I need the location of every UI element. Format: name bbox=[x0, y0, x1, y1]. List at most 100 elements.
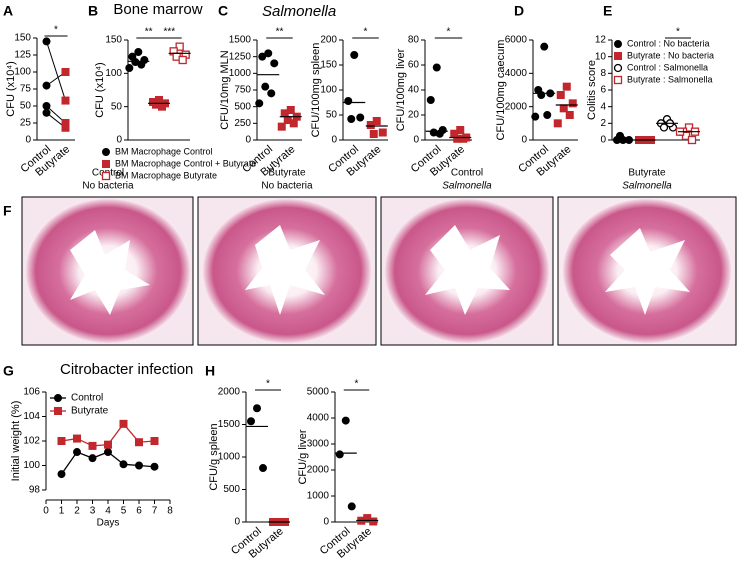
x-tick-label: 8 bbox=[167, 506, 173, 517]
significance-label: * bbox=[364, 27, 368, 38]
y-tick-label: 1000 bbox=[307, 491, 330, 502]
data-point bbox=[341, 416, 350, 425]
data-point bbox=[135, 438, 143, 447]
image-caption: No bacteria bbox=[82, 181, 134, 192]
y-tick-label: 60 bbox=[408, 60, 420, 71]
image-caption: Salmonella bbox=[622, 181, 672, 192]
y-tick-label: 40 bbox=[408, 85, 420, 96]
data-point bbox=[540, 42, 549, 51]
data-point bbox=[681, 131, 691, 140]
y-axis-label: CFU/100mg spleen bbox=[310, 43, 322, 138]
histology-image bbox=[197, 196, 377, 346]
panel-letter: G bbox=[3, 363, 14, 379]
data-point bbox=[73, 448, 81, 457]
y-axis-label: CFU/100mg liver bbox=[395, 48, 407, 131]
data-point bbox=[57, 470, 66, 479]
legend-label: Control bbox=[71, 393, 103, 404]
data-point bbox=[175, 42, 184, 51]
y-tick-label: 50 bbox=[326, 110, 338, 121]
data-point bbox=[553, 119, 562, 128]
y-tick-label: 104 bbox=[23, 411, 40, 422]
x-tick-label: 7 bbox=[152, 506, 158, 517]
y-tick-label: 150 bbox=[105, 35, 122, 46]
data-point bbox=[344, 97, 353, 105]
data-point bbox=[247, 417, 255, 426]
y-tick-label: 2000 bbox=[505, 101, 528, 112]
legend-marker bbox=[614, 40, 622, 48]
data-point bbox=[543, 111, 552, 119]
x-tick-label: 1 bbox=[59, 506, 65, 517]
data-point bbox=[255, 99, 264, 108]
data-point bbox=[280, 109, 289, 118]
significance-label: *** bbox=[163, 27, 175, 38]
chart-title: Salmonella bbox=[262, 3, 336, 20]
y-tick-label: 0 bbox=[116, 135, 122, 146]
panel-letter: B bbox=[88, 3, 98, 19]
significance-label: ** bbox=[276, 27, 284, 38]
y-tick-label: 200 bbox=[320, 35, 337, 46]
data-point bbox=[556, 91, 565, 99]
data-point bbox=[277, 122, 286, 131]
y-tick-label: 20 bbox=[408, 110, 420, 121]
data-point bbox=[258, 52, 267, 61]
legend-marker bbox=[54, 407, 62, 415]
data-point bbox=[42, 108, 51, 117]
y-tick-label: 100 bbox=[14, 67, 31, 78]
legend-marker bbox=[102, 160, 110, 168]
data-point bbox=[61, 68, 70, 76]
significance-label: ** bbox=[145, 27, 153, 38]
data-point bbox=[659, 123, 669, 132]
y-axis-label: Initial weight (%) bbox=[10, 401, 22, 482]
y-tick-label: 1000 bbox=[218, 452, 241, 463]
legend-label: BM Macrophage Butyrate bbox=[115, 170, 217, 180]
x-axis-label: Days bbox=[97, 518, 120, 529]
y-tick-label: 4 bbox=[600, 101, 606, 112]
y-axis-label: Colitis score bbox=[586, 60, 598, 120]
y-tick-label: 4000 bbox=[307, 413, 330, 424]
data-point bbox=[61, 123, 70, 132]
data-point bbox=[42, 102, 51, 110]
legend-label: Butyrate : Salmonella bbox=[627, 74, 713, 84]
histology-image bbox=[380, 196, 554, 346]
data-point bbox=[459, 134, 468, 143]
data-point bbox=[366, 121, 375, 129]
data-point bbox=[562, 82, 571, 91]
data-point bbox=[432, 63, 441, 72]
data-point bbox=[42, 81, 51, 90]
data-point bbox=[559, 104, 568, 113]
legend-label: Butyrate : No bacteria bbox=[627, 50, 714, 60]
y-tick-label: 0 bbox=[331, 135, 337, 146]
y-tick-label: 12 bbox=[595, 35, 607, 46]
data-point bbox=[88, 454, 97, 463]
significance-label: * bbox=[355, 379, 359, 390]
y-axis-label: CFU/g spleen bbox=[208, 423, 220, 490]
data-point bbox=[565, 111, 574, 119]
legend-label: Control : No bacteria bbox=[627, 38, 710, 48]
y-tick-label: 25 bbox=[20, 118, 32, 129]
data-point bbox=[347, 502, 356, 511]
data-point bbox=[435, 129, 444, 138]
data-point bbox=[270, 59, 279, 68]
y-tick-label: 500 bbox=[223, 484, 240, 495]
y-tick-label: 6000 bbox=[505, 35, 528, 46]
histology-image bbox=[21, 196, 194, 346]
significance-label: * bbox=[54, 25, 58, 36]
significance-label: * bbox=[266, 379, 270, 390]
legend-marker bbox=[101, 171, 111, 181]
image-caption: Butyrate bbox=[268, 168, 306, 179]
y-tick-label: 8 bbox=[600, 68, 606, 79]
image-caption: Control bbox=[451, 168, 483, 179]
y-tick-label: 100 bbox=[23, 460, 40, 471]
y-tick-label: 98 bbox=[29, 485, 41, 496]
data-point bbox=[119, 419, 128, 428]
y-tick-label: 100 bbox=[320, 85, 337, 96]
y-tick-label: 0 bbox=[413, 135, 419, 146]
data-point bbox=[253, 404, 261, 413]
data-point bbox=[178, 55, 187, 65]
panel-letter: D bbox=[514, 3, 524, 19]
data-point bbox=[568, 99, 577, 108]
y-tick-label: 75 bbox=[20, 84, 32, 95]
y-axis-label: CFU/g liver bbox=[297, 429, 309, 484]
data-point bbox=[684, 123, 694, 132]
